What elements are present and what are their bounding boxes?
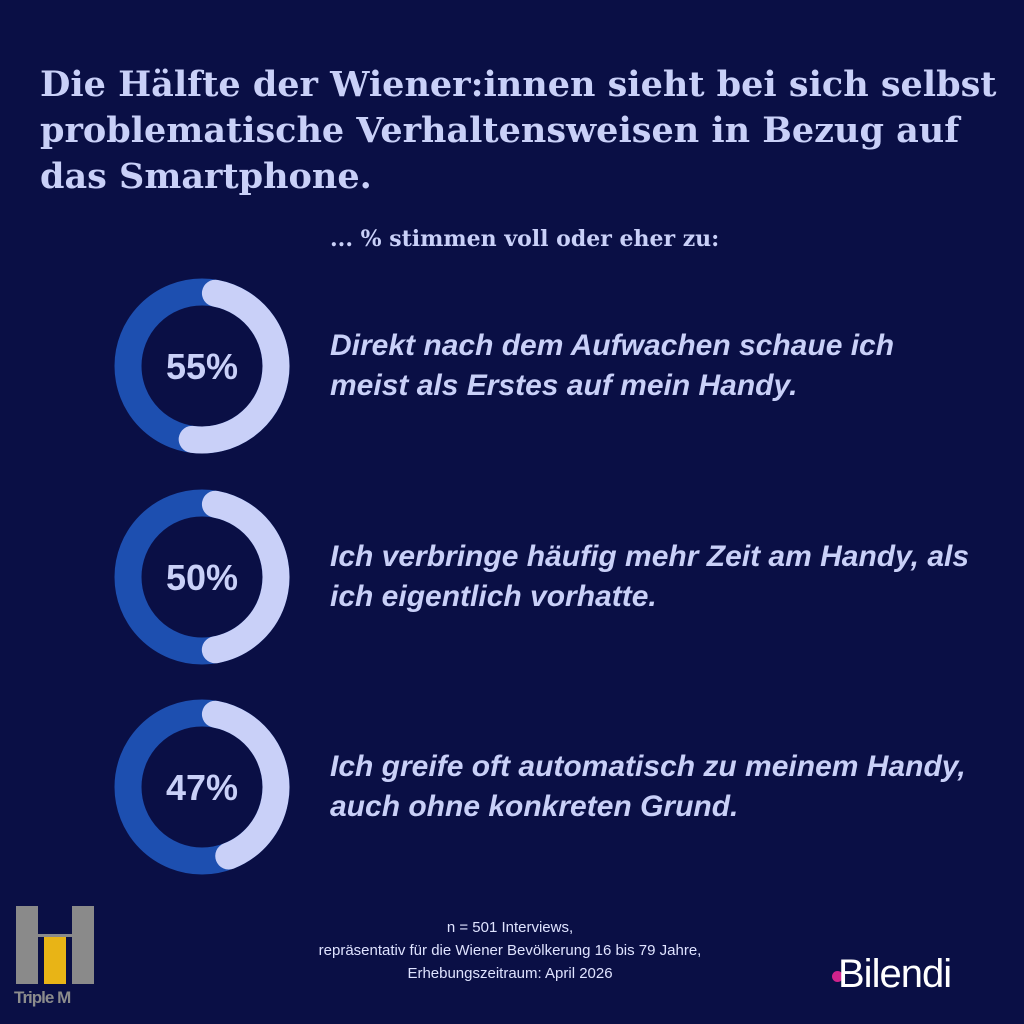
- bilendi-logo: Bilendi: [838, 952, 952, 996]
- page-title: Die Hälfte der Wiener:innen sieht bei si…: [40, 64, 997, 197]
- donut-value-label: 50%: [166, 557, 238, 598]
- statement-text: Ich verbringe häufig mehr Zeit am Handy,…: [330, 540, 970, 613]
- footnote-sample: n = 501 Interviews,: [446, 919, 574, 936]
- donut-value-label: 55%: [166, 346, 238, 387]
- donut-value-arc: [114, 489, 290, 665]
- donut-chart: 47%: [114, 699, 290, 875]
- subtitle: ... % stimmen voll oder eher zu:: [330, 226, 720, 252]
- footnote-period: Erhebungszeitraum: April 2026: [407, 965, 613, 982]
- bilendi-logo-dot: [832, 971, 843, 982]
- statement-text: Direkt nach dem Aufwachen schaue ich mei…: [330, 329, 895, 402]
- donut-value-arc: [114, 699, 290, 875]
- donut-value-arc: [114, 278, 290, 454]
- donut-value-label: 47%: [166, 767, 238, 808]
- triple-m-logo: [16, 906, 94, 984]
- statement-text: Ich greife oft automatisch zu meinem Han…: [330, 750, 966, 823]
- triple-m-logo-text: Triple M: [14, 988, 71, 1007]
- footnote: n = 501 Interviews, repräsentativ für di…: [250, 916, 770, 985]
- donut-chart: 50%: [114, 489, 290, 665]
- footnote-population: repräsentativ für die Wiener Bevölkerung…: [318, 942, 702, 959]
- donut-chart: 55%: [114, 278, 290, 454]
